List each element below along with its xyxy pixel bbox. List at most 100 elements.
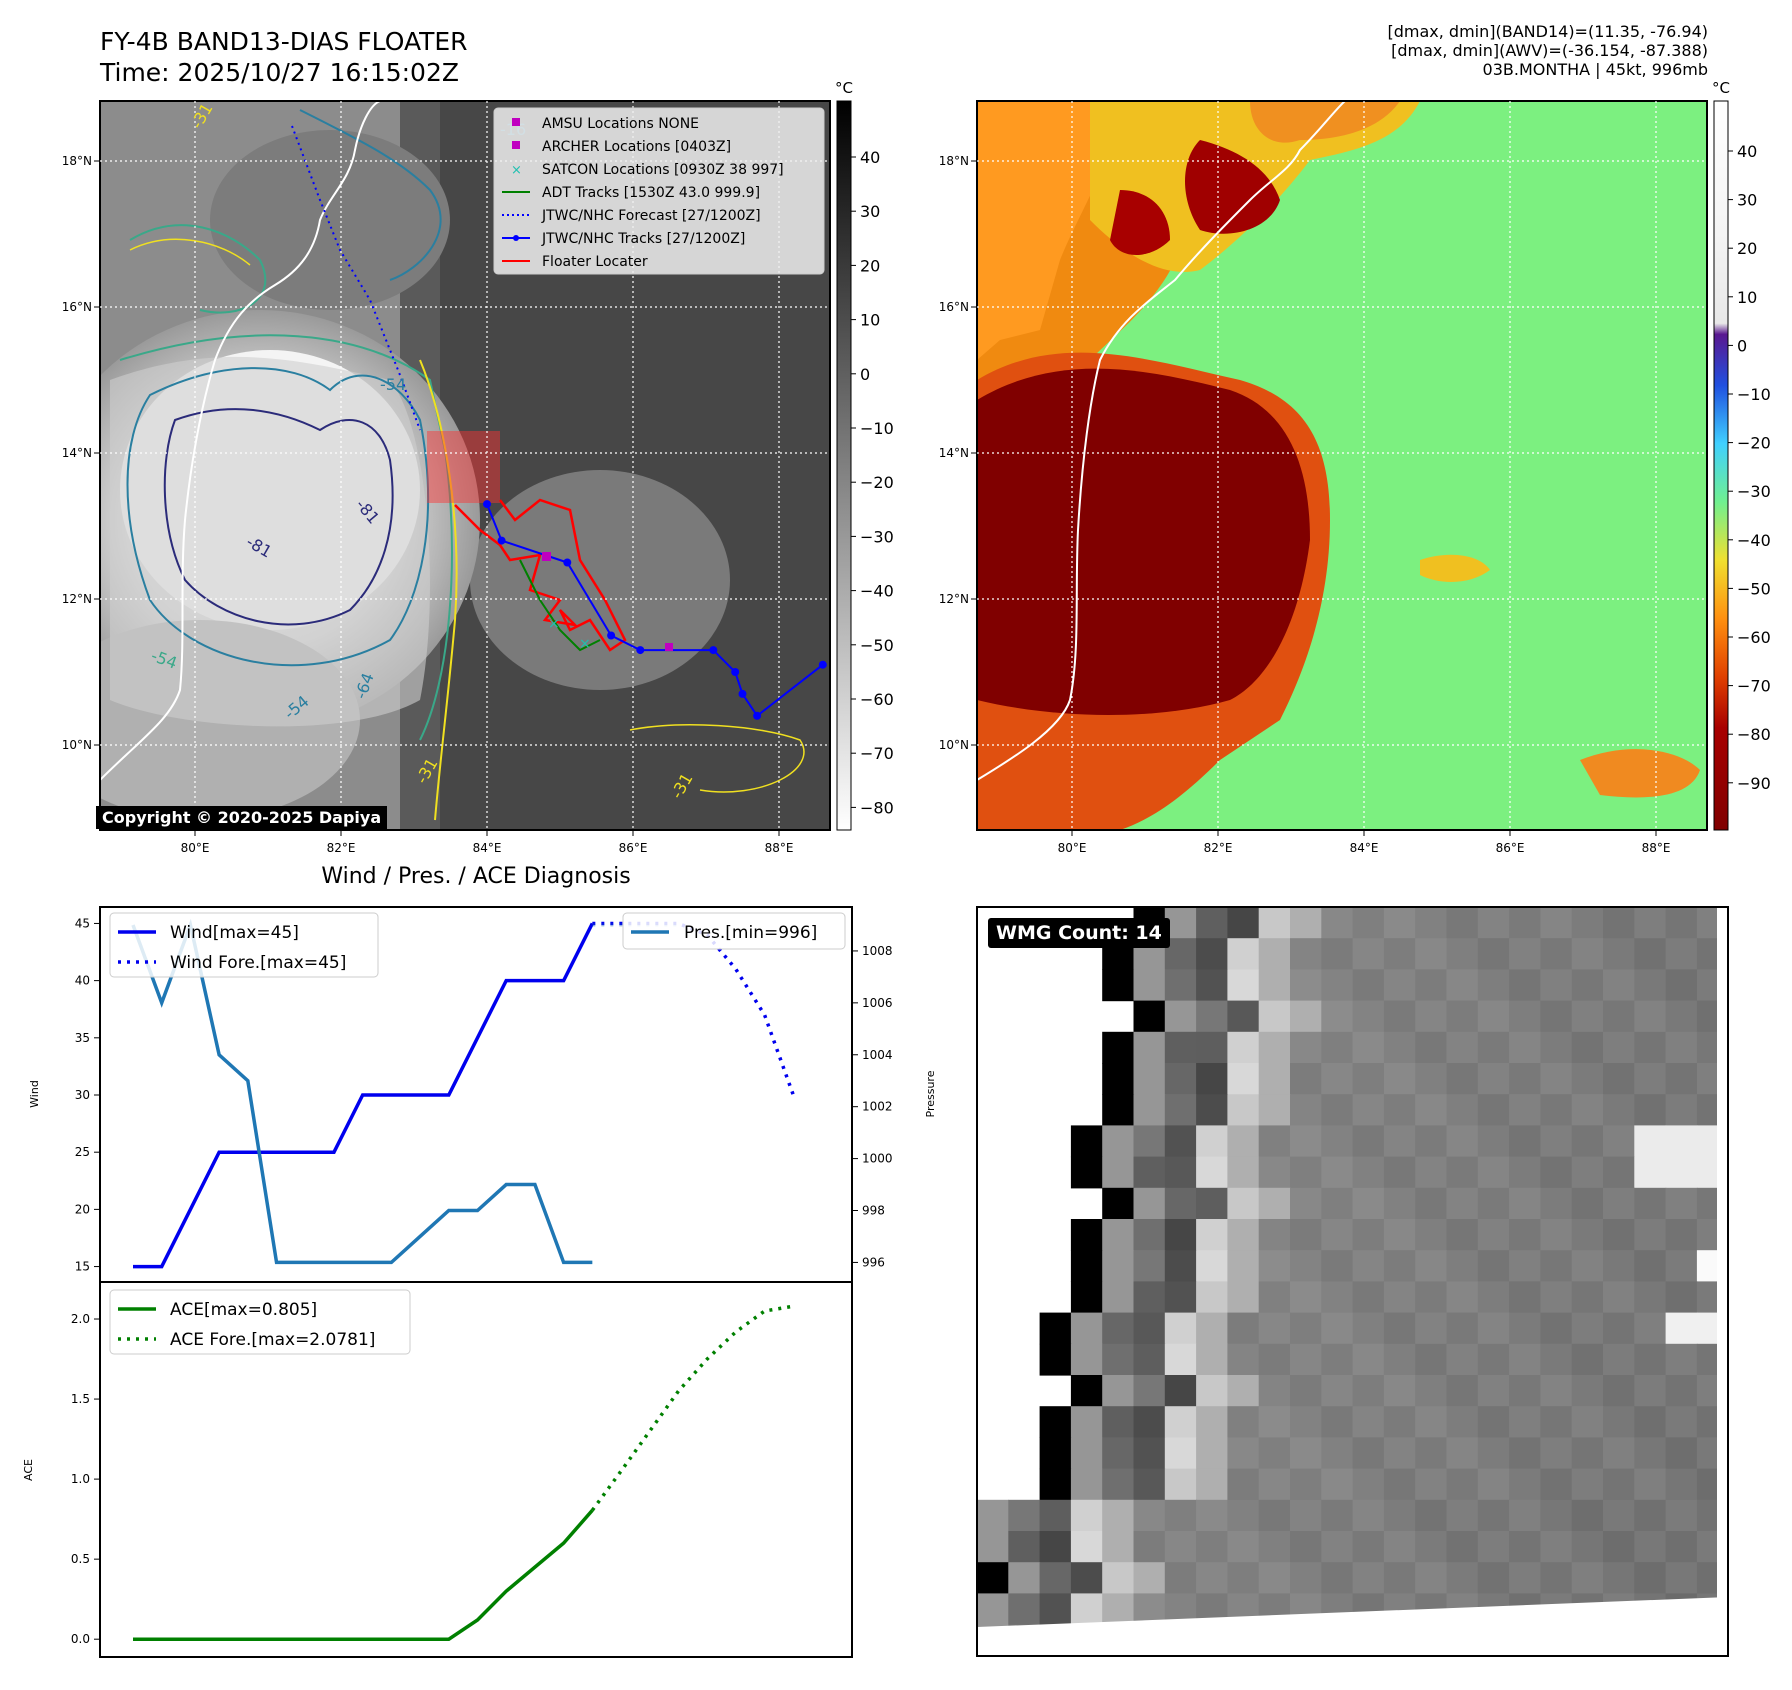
wmg-cell xyxy=(1196,938,1228,970)
wmg-count-badge: WMG Count: 14 xyxy=(988,918,1170,948)
wmg-cell xyxy=(1540,1094,1573,1126)
pressure-tick-label: 1002 xyxy=(862,1100,893,1114)
wmg-cell xyxy=(1509,1343,1541,1376)
wind-tick-label: 45 xyxy=(75,916,90,930)
wmg-cell xyxy=(1540,1562,1573,1594)
wmg-cell xyxy=(1133,1343,1166,1376)
wmg-cell xyxy=(1603,1437,1635,1470)
wmg-cell xyxy=(1133,1531,1166,1563)
wmg-cell xyxy=(1133,1000,1166,1033)
wmg-cell xyxy=(1164,1468,1197,1501)
wmg-cell xyxy=(1321,1468,1354,1501)
wmg-cell xyxy=(1509,1187,1541,1220)
wmg-cell xyxy=(1164,1031,1197,1064)
wmg-cell xyxy=(1321,907,1354,939)
wmg-cell xyxy=(1509,1063,1541,1095)
wmg-cell xyxy=(1164,1375,1197,1407)
wmg-cell xyxy=(1290,1031,1322,1064)
wmg-cell xyxy=(1634,1125,1667,1158)
wmg-cell xyxy=(1477,1063,1510,1095)
wmg-cell xyxy=(1477,907,1510,939)
wmg-cell xyxy=(1321,969,1354,1002)
wmg-cell xyxy=(1446,1406,1479,1438)
wmg-cell xyxy=(1258,1125,1291,1158)
wmg-cell xyxy=(1227,938,1260,970)
wmg-cell xyxy=(1415,1562,1448,1594)
wmg-cell xyxy=(1477,1094,1510,1126)
wmg-cell xyxy=(1352,1281,1385,1314)
lon-label: 84°E xyxy=(1350,841,1379,855)
ace-legend: ACE[max=0.805] ACE Fore.[max=2.0781] xyxy=(109,1289,411,1355)
track-point xyxy=(709,646,718,655)
wmg-cell xyxy=(1571,1312,1604,1345)
wmg-cell xyxy=(1571,1406,1604,1438)
contour-label: -54 xyxy=(380,375,406,394)
wmg-cell xyxy=(1227,1125,1260,1158)
track-point xyxy=(753,711,762,720)
wmg-cell xyxy=(1290,1375,1322,1407)
wmg-cell xyxy=(1571,1000,1604,1033)
wind-tick-label: 25 xyxy=(75,1145,90,1159)
wmg-cell xyxy=(1196,1562,1228,1594)
wmg-cell xyxy=(1290,1437,1322,1470)
wmg-cell xyxy=(1383,1437,1416,1470)
wmg-cell xyxy=(1321,1437,1354,1470)
wv-colorbar xyxy=(1713,100,1729,831)
wmg-cell xyxy=(1133,1281,1166,1314)
wmg-cell xyxy=(1665,969,1698,1002)
wmg-cell xyxy=(1164,1499,1197,1532)
wmg-cell xyxy=(1509,1125,1541,1158)
wmg-cell xyxy=(1383,1343,1416,1376)
wmg-cell xyxy=(1133,1063,1166,1095)
wmg-cell xyxy=(1290,938,1322,970)
wmg-cell xyxy=(1164,1343,1197,1376)
lon-label: 80°E xyxy=(181,841,210,855)
wmg-cell xyxy=(1665,1531,1698,1563)
satcon-marker: × xyxy=(579,636,591,652)
wmg-cell xyxy=(1258,1562,1291,1594)
wmg-cell xyxy=(1665,1125,1698,1158)
wmg-cell xyxy=(1102,1531,1135,1563)
wmg-cell xyxy=(1477,938,1510,970)
wmg-cell xyxy=(1603,907,1635,939)
wmg-cell xyxy=(1509,969,1541,1002)
wmg-cell xyxy=(1290,1000,1322,1033)
series-line xyxy=(133,1509,594,1641)
wmg-cell xyxy=(1446,1562,1479,1594)
wmg-cell xyxy=(1008,1593,1041,1626)
wmg-cell xyxy=(1509,1281,1541,1314)
lon-label: 80°E xyxy=(1058,841,1087,855)
wind-tick-label: 40 xyxy=(75,974,90,988)
wv-gridlines xyxy=(977,101,1707,830)
wmg-cell xyxy=(1227,907,1260,939)
title-line-1: FY-4B BAND13-DIAS FLOATER xyxy=(100,27,468,56)
wmg-cell xyxy=(1070,1531,1103,1563)
wmg-cell xyxy=(1196,1219,1228,1251)
lat-label: 14°N xyxy=(62,446,92,460)
wmg-cell xyxy=(1415,1281,1448,1314)
wmg-cell xyxy=(1509,1437,1541,1470)
archer-marker xyxy=(542,552,551,561)
series-line xyxy=(131,918,593,1265)
wmg-cell xyxy=(1634,1343,1667,1376)
wmg-cell xyxy=(1164,1562,1197,1594)
wmg-cell xyxy=(1446,907,1479,939)
legend-label: SATCON Locations [0930Z 38 997] xyxy=(542,162,784,178)
wmg-cell xyxy=(1571,1281,1604,1314)
colorbar-tick-label: 40 xyxy=(1737,142,1757,161)
wmg-cell xyxy=(1446,1499,1479,1532)
wmg-cell xyxy=(1164,1063,1197,1095)
wmg-cell xyxy=(1665,1094,1698,1126)
wmg-cell xyxy=(1665,1499,1698,1532)
wmg-cell xyxy=(1665,1281,1698,1314)
wv-image xyxy=(977,101,1707,830)
wmg-cell xyxy=(1258,1250,1291,1282)
series-line xyxy=(590,1304,794,1512)
wmg-cell xyxy=(1102,1343,1135,1376)
wmg-cell xyxy=(1039,1562,1072,1594)
wmg-cell xyxy=(1164,1250,1197,1282)
ir-colorbar-unit: °C xyxy=(835,79,853,97)
track-point xyxy=(483,500,491,509)
colorbar-tick-label: −60 xyxy=(1737,628,1771,647)
wmg-cell xyxy=(1290,1499,1322,1532)
